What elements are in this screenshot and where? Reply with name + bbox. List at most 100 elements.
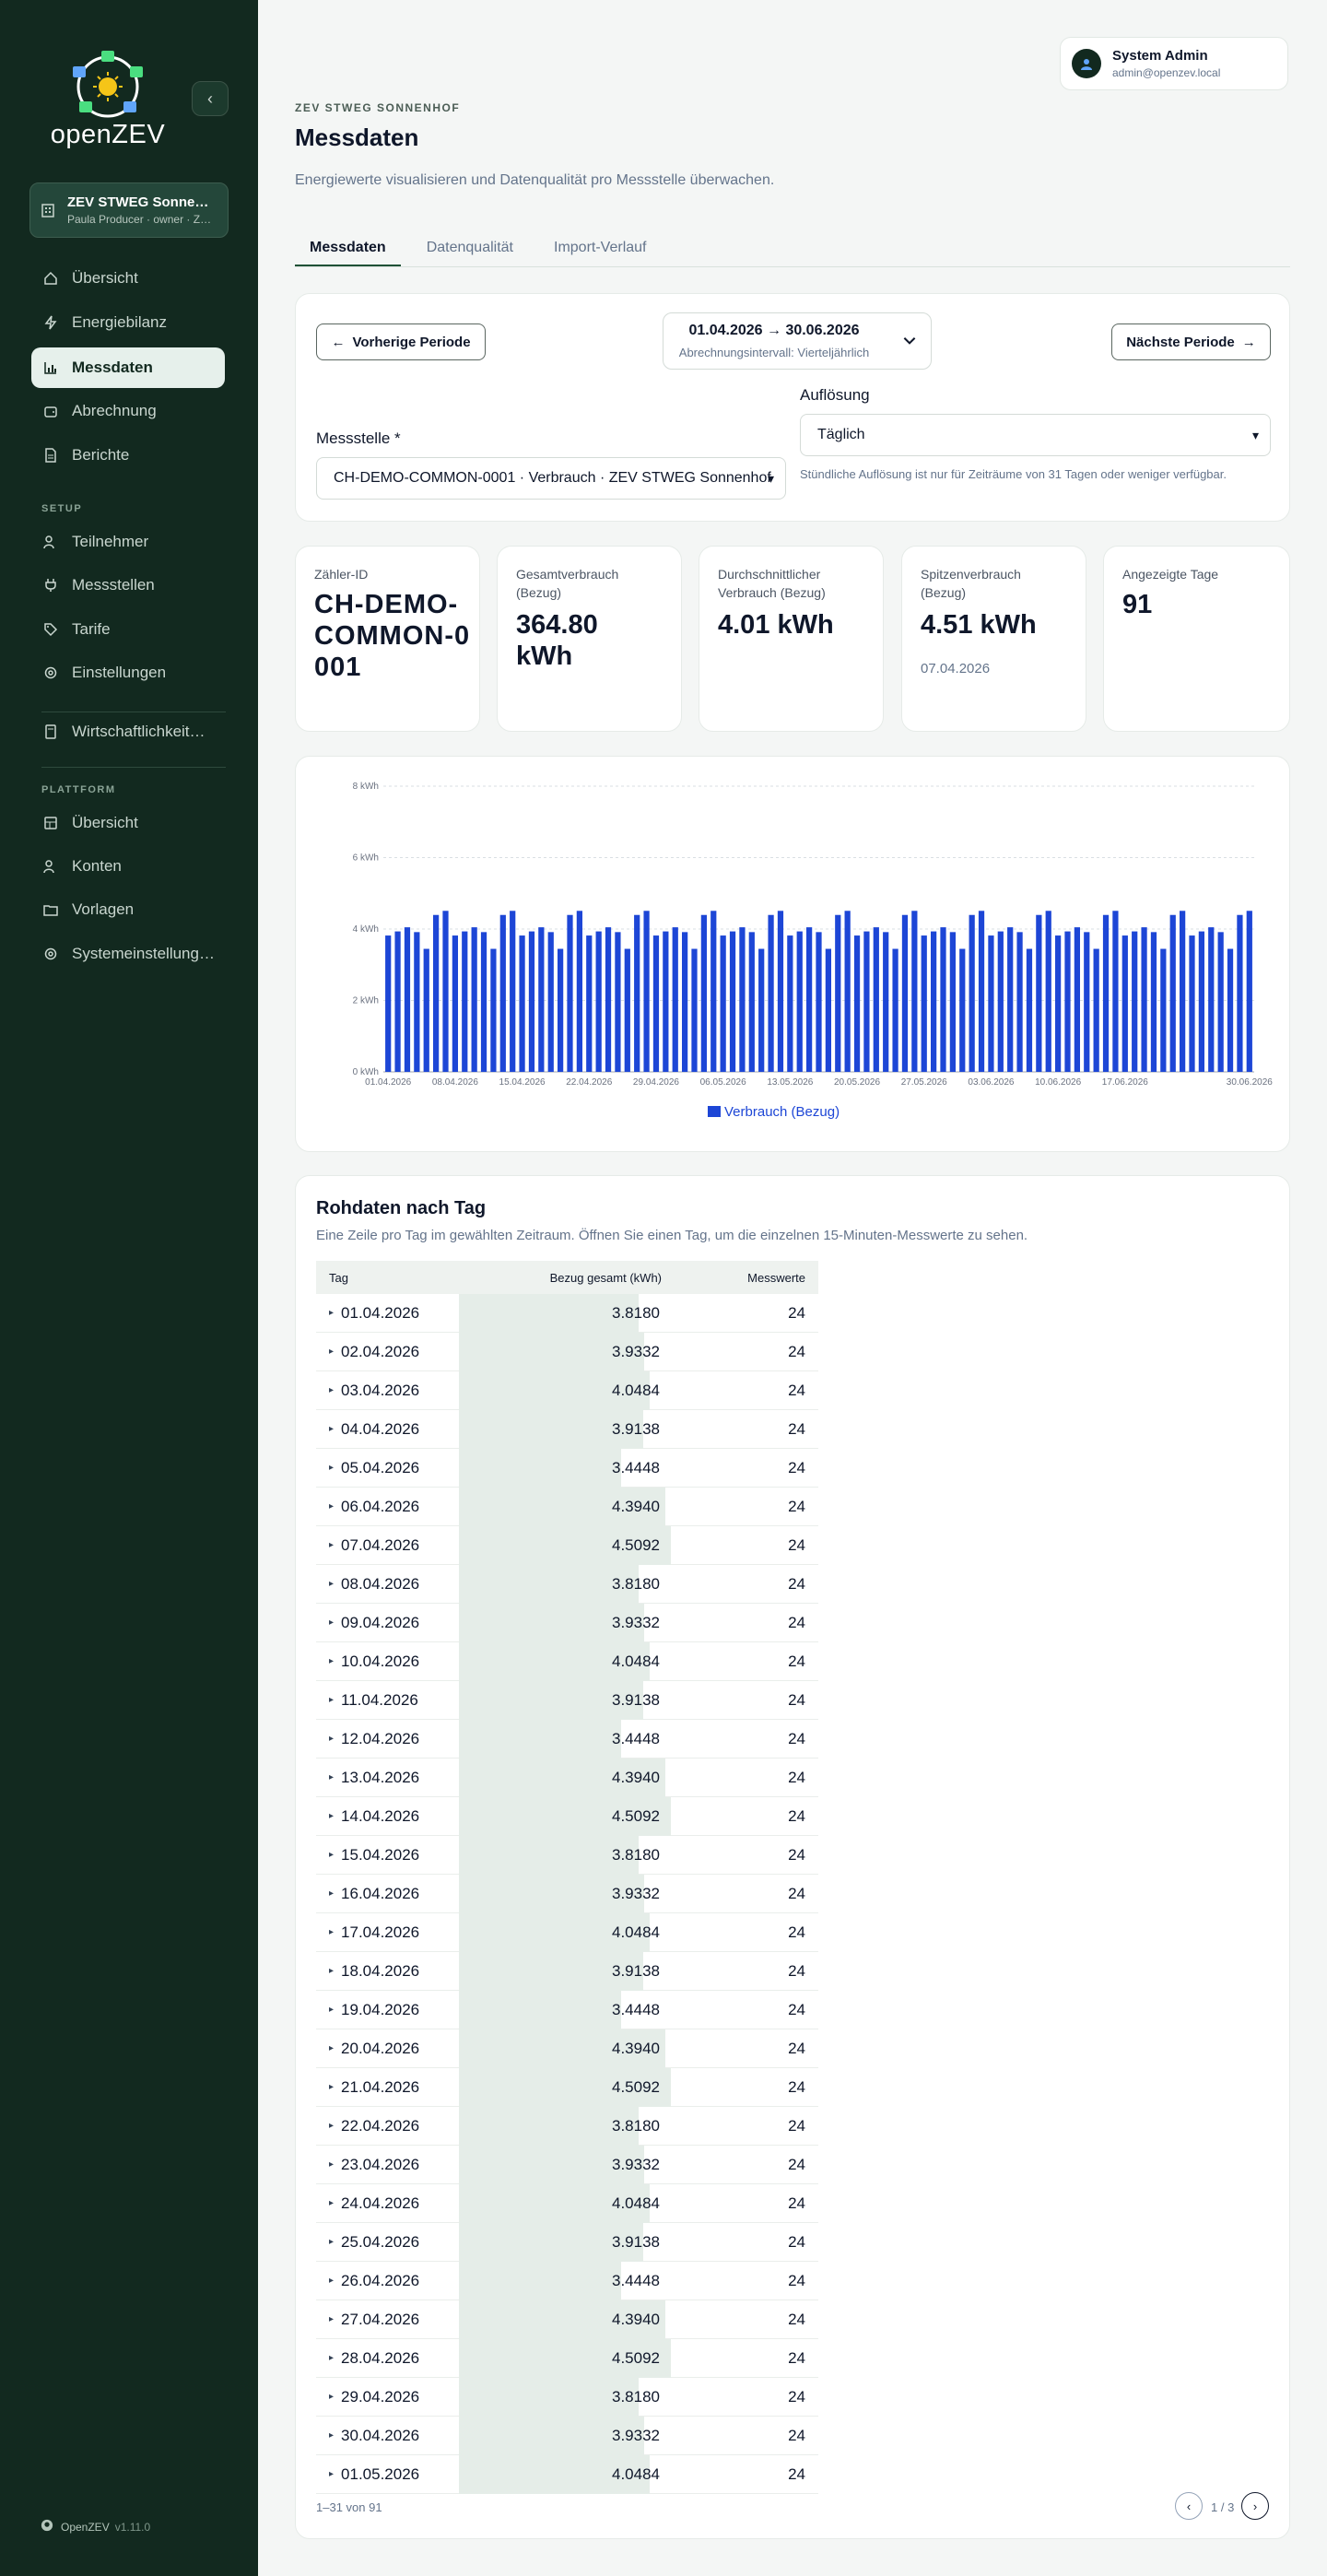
sidebar-footer[interactable]: OpenZEV v1.11.0 — [41, 2519, 150, 2535]
table-row[interactable]: ▸ 24.04.2026 4.0484 24 — [316, 2183, 818, 2223]
table-row[interactable]: ▸ 16.04.2026 3.9332 24 — [316, 1874, 818, 1913]
expand-triangle-icon[interactable]: ▸ — [329, 2392, 335, 2402]
expand-triangle-icon[interactable]: ▸ — [329, 1617, 335, 1628]
table-row[interactable]: ▸ 04.04.2026 3.9138 24 — [316, 1409, 818, 1449]
expand-triangle-icon[interactable]: ▸ — [329, 2276, 335, 2286]
table-row[interactable]: ▸ 14.04.2026 4.5092 24 — [316, 1796, 818, 1836]
expand-triangle-icon[interactable]: ▸ — [329, 1888, 335, 1899]
table-row[interactable]: ▸ 02.04.2026 3.9332 24 — [316, 1332, 818, 1371]
expand-triangle-icon[interactable]: ▸ — [329, 2159, 335, 2170]
table-row[interactable]: ▸ 28.04.2026 4.5092 24 — [316, 2338, 818, 2378]
expand-triangle-icon[interactable]: ▸ — [329, 2043, 335, 2053]
nav-vorlagen[interactable]: Vorlagen — [31, 889, 225, 930]
expand-triangle-icon[interactable]: ▸ — [329, 1540, 335, 1550]
expand-triangle-icon[interactable]: ▸ — [329, 1463, 335, 1473]
table-row[interactable]: ▸ 17.04.2026 4.0484 24 — [316, 1912, 818, 1952]
expand-triangle-icon[interactable]: ▸ — [329, 1579, 335, 1589]
nav-plattform-uebersicht[interactable]: Übersicht — [31, 803, 225, 843]
expand-triangle-icon[interactable]: ▸ — [329, 1772, 335, 1782]
period-picker[interactable]: 01.04.2026 → 30.06.2026 Abrechnungsinter… — [663, 312, 932, 370]
expand-triangle-icon[interactable]: ▸ — [329, 2469, 335, 2479]
column-header-total[interactable]: Bezug gesamt (kWh) — [549, 1270, 662, 1285]
bar — [863, 931, 870, 1072]
table-row[interactable]: ▸ 08.04.2026 3.8180 24 — [316, 1564, 818, 1604]
expand-triangle-icon[interactable]: ▸ — [329, 2198, 335, 2208]
expand-triangle-icon[interactable]: ▸ — [329, 2430, 335, 2441]
nav-messstellen[interactable]: Messstellen — [31, 565, 225, 606]
row-total-cell: 3.8180 — [459, 2377, 662, 2417]
table-row[interactable]: ▸ 09.04.2026 3.9332 24 — [316, 1603, 818, 1642]
table-row[interactable]: ▸ 01.05.2026 4.0484 24 — [316, 2454, 818, 2494]
tab-messdaten[interactable]: Messdaten — [295, 232, 401, 266]
table-row[interactable]: ▸ 29.04.2026 3.8180 24 — [316, 2377, 818, 2417]
table-row[interactable]: ▸ 19.04.2026 3.4448 24 — [316, 1990, 818, 2029]
expand-triangle-icon[interactable]: ▸ — [329, 1501, 335, 1511]
nav-energiebilanz[interactable]: Energiebilanz — [31, 302, 225, 343]
tab-datenqualitaet[interactable]: Datenqualität — [426, 240, 513, 255]
next-page-button[interactable]: › — [1241, 2492, 1269, 2520]
table-row[interactable]: ▸ 27.04.2026 4.3940 24 — [316, 2300, 818, 2339]
previous-page-button[interactable]: ‹ — [1175, 2492, 1203, 2520]
table-row[interactable]: ▸ 20.04.2026 4.3940 24 — [316, 2029, 818, 2068]
table-row[interactable]: ▸ 21.04.2026 4.5092 24 — [316, 2067, 818, 2107]
expand-triangle-icon[interactable]: ▸ — [329, 1966, 335, 1976]
expand-triangle-icon[interactable]: ▸ — [329, 2082, 335, 2092]
table-row[interactable]: ▸ 22.04.2026 3.8180 24 — [316, 2106, 818, 2146]
nav-berichte[interactable]: Berichte — [31, 435, 225, 476]
expand-triangle-icon[interactable]: ▸ — [329, 2237, 335, 2247]
expand-triangle-icon[interactable]: ▸ — [329, 1734, 335, 1744]
column-header-day[interactable]: Tag — [329, 1270, 348, 1285]
expand-triangle-icon[interactable]: ▸ — [329, 1656, 335, 1666]
resolution-select[interactable]: Täglich ▾ — [800, 414, 1271, 456]
settings-icon — [42, 665, 59, 681]
expand-triangle-icon[interactable]: ▸ — [329, 1695, 335, 1705]
table-row[interactable]: ▸ 01.04.2026 3.8180 24 — [316, 1293, 818, 1333]
table-row[interactable]: ▸ 06.04.2026 4.3940 24 — [316, 1487, 818, 1526]
table-row[interactable]: ▸ 10.04.2026 4.0484 24 — [316, 1641, 818, 1681]
nav-systemeinstellungen[interactable]: Systemeinstellung… — [31, 934, 225, 974]
expand-triangle-icon[interactable]: ▸ — [329, 1850, 335, 1860]
collapse-sidebar-button[interactable]: ‹ — [192, 81, 229, 116]
tab-import-verlauf[interactable]: Import-Verlauf — [554, 240, 647, 255]
nav-messdaten[interactable]: Messdaten — [31, 347, 225, 388]
column-header-count[interactable]: Messwerte — [747, 1270, 805, 1285]
expand-triangle-icon[interactable]: ▸ — [329, 1424, 335, 1434]
previous-period-button[interactable]: ← Vorherige Periode — [316, 323, 486, 360]
expand-triangle-icon[interactable]: ▸ — [329, 2121, 335, 2131]
table-row[interactable]: ▸ 13.04.2026 4.3940 24 — [316, 1758, 818, 1797]
nav-abrechnung[interactable]: Abrechnung — [31, 391, 225, 431]
expand-triangle-icon[interactable]: ▸ — [329, 1385, 335, 1395]
table-row[interactable]: ▸ 26.04.2026 3.4448 24 — [316, 2261, 818, 2300]
table-row[interactable]: ▸ 03.04.2026 4.0484 24 — [316, 1370, 818, 1410]
nav-wirtschaftlichkeit[interactable]: Wirtschaftlichkeit… — [31, 712, 225, 752]
tag-icon — [42, 621, 59, 638]
table-row[interactable]: ▸ 05.04.2026 3.4448 24 — [316, 1448, 818, 1488]
nav-uebersicht[interactable]: Übersicht — [31, 258, 225, 299]
expand-triangle-icon[interactable]: ▸ — [329, 2353, 335, 2363]
expand-triangle-icon[interactable]: ▸ — [329, 1308, 335, 1318]
table-row[interactable]: ▸ 23.04.2026 3.9332 24 — [316, 2145, 818, 2184]
bar — [1074, 927, 1080, 1072]
nav-konten[interactable]: Konten — [31, 846, 225, 887]
expand-triangle-icon[interactable]: ▸ — [329, 1347, 335, 1357]
expand-triangle-icon[interactable]: ▸ — [329, 2005, 335, 2015]
nav-einstellungen[interactable]: Einstellungen — [31, 653, 225, 693]
expand-triangle-icon[interactable]: ▸ — [329, 1927, 335, 1937]
table-row[interactable]: ▸ 07.04.2026 4.5092 24 — [316, 1525, 818, 1565]
table-row[interactable]: ▸ 18.04.2026 3.9138 24 — [316, 1951, 818, 1991]
nav-tarife[interactable]: Tarife — [31, 609, 225, 650]
next-period-button[interactable]: Nächste Periode → — [1111, 323, 1271, 360]
org-switcher[interactable]: ZEV STWEG Sonnenhof Paula Producer · own… — [29, 182, 229, 238]
expand-triangle-icon[interactable]: ▸ — [329, 2314, 335, 2324]
nav-teilnehmer[interactable]: Teilnehmer — [31, 522, 225, 562]
table-row[interactable]: ▸ 12.04.2026 3.4448 24 — [316, 1719, 818, 1759]
table-row[interactable]: ▸ 15.04.2026 3.8180 24 — [316, 1835, 818, 1875]
expand-triangle-icon[interactable]: ▸ — [329, 1811, 335, 1821]
meter-select[interactable]: CH-DEMO-COMMON-0001 · Verbrauch · ZEV ST… — [316, 457, 786, 500]
user-menu[interactable]: System Admin admin@openzev.local — [1060, 37, 1288, 90]
table-row[interactable]: ▸ 11.04.2026 3.9138 24 — [316, 1680, 818, 1720]
table-row[interactable]: ▸ 30.04.2026 3.9332 24 — [316, 2416, 818, 2455]
table-row[interactable]: ▸ 25.04.2026 3.9138 24 — [316, 2222, 818, 2262]
app-logo[interactable]: openZEV — [48, 46, 168, 150]
nav-label: Systemeinstellung… — [72, 945, 215, 962]
